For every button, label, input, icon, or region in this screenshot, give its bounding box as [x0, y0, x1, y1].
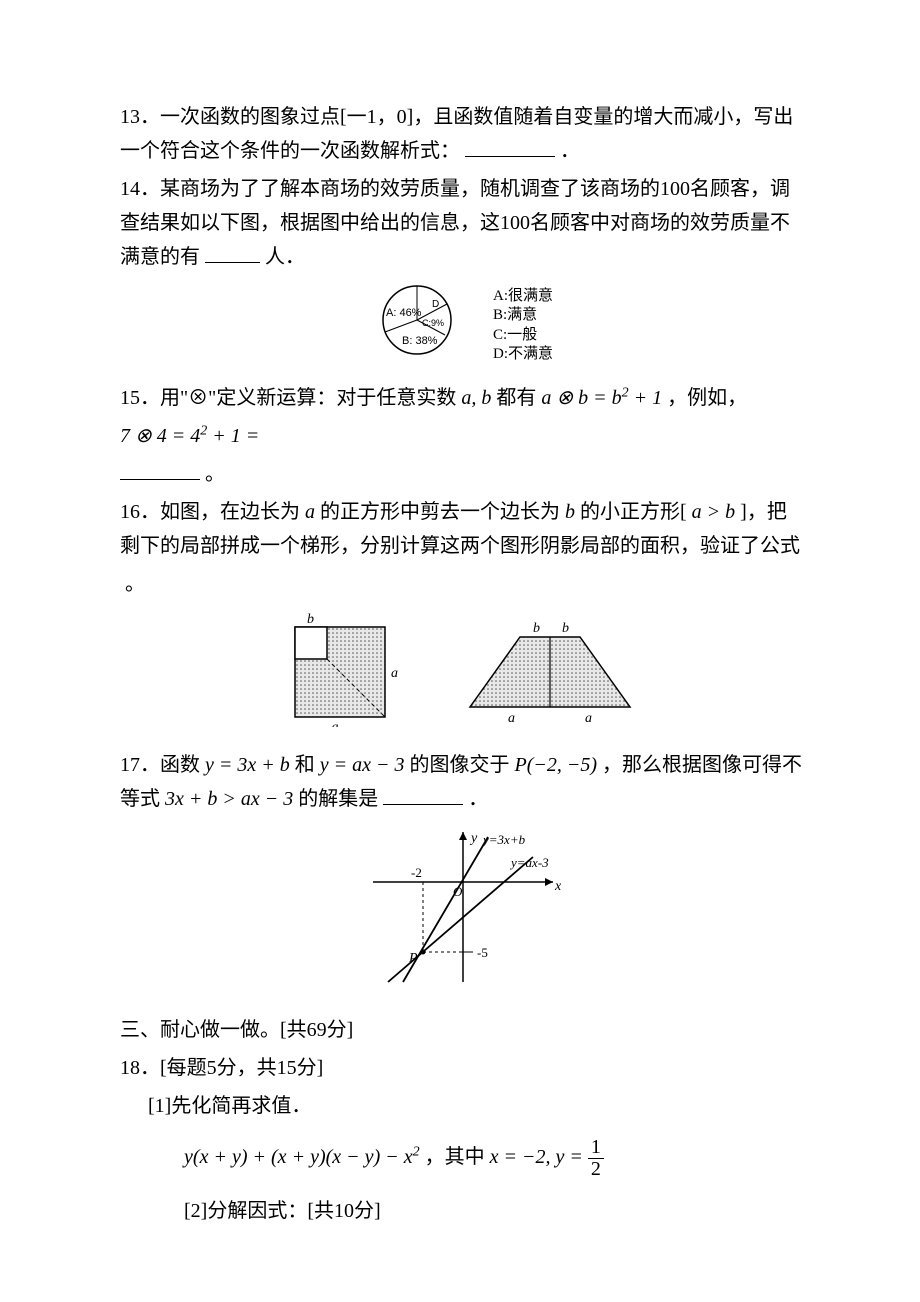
q16-agtb: a > b [692, 501, 736, 523]
x-axis-label: x [554, 879, 562, 894]
sq-b-top: b [307, 612, 314, 627]
q16-line2: 。 [120, 567, 805, 601]
q18-where: ，其中 [425, 1146, 485, 1168]
tp-b1: b [533, 621, 540, 636]
line2-label: y=ax-3 [509, 855, 549, 870]
y-axis-label: y [469, 831, 478, 846]
q18-sub2: [2]分解因式：[共10分] [120, 1194, 805, 1228]
q15: 15．用"⊗"定义新运算：对于任意实数 a, b 都有 a ⊗ b = b2 +… [120, 381, 805, 415]
q17-t1: 17．函数 [120, 754, 200, 776]
tp-a1: a [508, 711, 515, 726]
trapezoid-diagram: b b a a [450, 607, 650, 727]
legend-a: A:很满意 [493, 287, 553, 307]
pie-a-label: A: 46% [386, 307, 422, 319]
frac-den: 2 [588, 1159, 604, 1180]
q17-f1: y = 3x + b [205, 754, 290, 776]
pie-c-label: C:9% [422, 318, 444, 328]
q16-figure: b a a b b a a [120, 607, 805, 738]
pie-legend: A:很满意 B:满意 C:一般 D:不满意 [493, 287, 553, 365]
q17: 17．函数 y = 3x + b 和 y = ax − 3 的图像交于 P(−2… [120, 748, 805, 816]
page: 13．一次函数的图象过点[一1，0]，且函数值随着自变量的增大而减小，写出一个符… [0, 0, 920, 1302]
q13-suffix: ． [560, 140, 580, 162]
origin-label: O [453, 884, 463, 899]
q16: 16．如图，在边长为 a 的正方形中剪去一个边长为 b 的小正方形[ a > b… [120, 495, 805, 563]
q15-ab: a, b [461, 387, 491, 409]
neg5-label: -5 [477, 945, 488, 960]
q16-b: b [565, 501, 575, 523]
sq-a-right: a [391, 666, 398, 681]
graph-lines: y x O -2 -5 P y=3x+b y=ax-3 [353, 822, 573, 992]
q18-head: 18．[每题5分，共15分] [120, 1051, 805, 1085]
q15-line2: 7 ⊗ 4 = 42 + 1 = [120, 419, 805, 453]
q15-line3: 。 [120, 457, 805, 491]
square-diagram: b a a [275, 607, 405, 727]
q14-figure: A: 46% B: 38% C:9% D A:很满意 B:满意 C:一般 D:不… [120, 280, 805, 371]
q17-suffix: ． [468, 788, 488, 810]
neg2-label: -2 [411, 865, 422, 880]
q13-blank [465, 136, 555, 157]
q17-ineq: 3x + b > ax − 3 [165, 788, 293, 810]
sq-a-bottom: a [332, 720, 339, 727]
line1-label: y=3x+b [481, 832, 526, 847]
q13-text: 13．一次函数的图象过点[一1，0]，且函数值随着自变量的增大而减小，写出一个符… [120, 106, 793, 162]
legend-d: D:不满意 [493, 345, 553, 365]
pie-chart: A: 46% B: 38% C:9% D [372, 280, 482, 360]
pie-d-label: D [432, 299, 439, 310]
q16-a: a [305, 501, 315, 523]
q13: 13．一次函数的图象过点[一1，0]，且函数值随着自变量的增大而减小，写出一个符… [120, 100, 805, 168]
q17-f2: y = ax − 3 [320, 754, 405, 776]
q18-expr: y(x + y) + (x + y)(x − y) − x2 [184, 1146, 420, 1168]
pie-b-label: B: 38% [402, 335, 438, 347]
q17-figure: y x O -2 -5 P y=3x+b y=ax-3 [120, 822, 805, 1003]
tp-b2: b [562, 621, 569, 636]
q15-t3: ，例如， [667, 387, 747, 409]
q18-equation: y(x + y) + (x + y)(x − y) − x2 ，其中 x = −… [120, 1137, 805, 1180]
q16-t3: 的小正方形[ [580, 501, 687, 523]
q14-blank [205, 242, 260, 263]
legend-c: C:一般 [493, 326, 553, 346]
q17-t3: 的图像交于 [410, 754, 510, 776]
tp-a2: a [585, 711, 592, 726]
frac-num: 1 [588, 1137, 604, 1159]
q18-xy: x = −2, y = [490, 1146, 588, 1168]
q15-suffix: 。 [205, 463, 225, 485]
q18-sub1: [1]先化简再求值． [120, 1089, 805, 1123]
q14-suffix: 人． [265, 246, 305, 268]
section3-heading: 三、耐心做一做。[共69分] [120, 1013, 805, 1047]
q17-blank [383, 784, 463, 805]
q15-eq1: a ⊗ b = b2 + 1 [541, 387, 662, 409]
q15-t2: 都有 [496, 387, 536, 409]
q15-t1: 15．用"⊗"定义新运算：对于任意实数 [120, 387, 456, 409]
legend-b: B:满意 [493, 306, 553, 326]
q18-frac: 1 2 [588, 1137, 604, 1180]
q17-t2: 和 [295, 754, 315, 776]
q15-blank [120, 459, 200, 480]
q16-t2: 的正方形中剪去一个边长为 [320, 501, 560, 523]
q15-eq2: 7 ⊗ 4 = 42 + 1 = [120, 425, 259, 447]
q16-suffix: 。 [125, 573, 145, 595]
q17-pt: P(−2, −5) [515, 754, 598, 776]
q14: 14．某商场为了了解本商场的效劳质量，随机调查了该商场的100名顾客，调查结果如… [120, 172, 805, 274]
q16-t1: 16．如图，在边长为 [120, 501, 300, 523]
q17-t5: 的解集是 [298, 788, 378, 810]
